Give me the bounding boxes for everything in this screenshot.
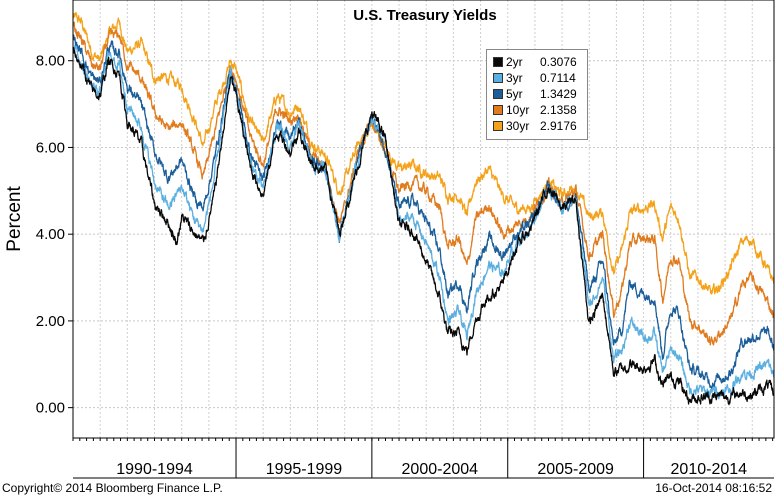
legend-swatch [493, 105, 503, 115]
x-period-label: 2010-2014 [671, 461, 748, 478]
y-tick-label: 2.00 [36, 313, 65, 330]
legend-series-value: 2.9176 [540, 119, 577, 133]
legend-series-value: 0.3076 [540, 55, 577, 69]
chart-title: U.S. Treasury Yields [353, 7, 496, 24]
series-line-5yr [72, 34, 775, 391]
legend-item-10yr: 10yr 2.1358 [493, 102, 587, 118]
axis-layer: 0.00 2.00 4.00 6.00 8.00 1990-1994 1995-1999 20… [36, 53, 774, 479]
x-period-label: 1990-1994 [116, 461, 193, 478]
legend-swatch [493, 89, 503, 99]
legend-item-5yr: 5yr 1.3429 [493, 86, 587, 102]
plot-frame [72, 0, 775, 439]
legend: 2yr 0.3076 3yr 0.7114 5yr 1.3429 10yr 2.1358 30y… [486, 49, 588, 140]
legend-series-name: 2yr [506, 55, 523, 69]
grid [73, 0, 774, 438]
y-tick-label: 6.00 [36, 139, 65, 156]
legend-series-value: 0.7114 [540, 71, 576, 85]
x-period-label: 1995-1999 [266, 461, 343, 478]
legend-series-name: 30yr [506, 119, 530, 133]
legend-series-value: 1.3429 [540, 87, 577, 101]
series-line-30yr [72, 11, 775, 295]
legend-item-3yr: 3yr 0.7114 [493, 70, 587, 86]
y-axis-label: Percent [4, 186, 25, 252]
copyright-text: Copyright© 2014 Bloomberg Finance L.P. [2, 481, 223, 495]
series-line-10yr [72, 21, 775, 346]
legend-series-name: 5yr [506, 87, 523, 101]
legend-item-30yr: 30yr 2.9176 [493, 118, 587, 134]
x-period-label: 2005-2009 [537, 461, 614, 478]
legend-swatch [493, 57, 503, 67]
x-period-label: 2000-2004 [402, 461, 479, 478]
y-tick-label: 4.00 [36, 226, 65, 243]
legend-item-2yr: 2yr 0.3076 [493, 54, 587, 70]
series-line-3yr [72, 45, 775, 400]
legend-series-name: 10yr [506, 103, 530, 117]
legend-swatch [493, 73, 503, 83]
legend-swatch [493, 121, 503, 131]
legend-series-value: 2.1358 [540, 103, 577, 117]
y-tick-label: 0.00 [36, 400, 65, 417]
legend-series-name: 3yr [506, 71, 523, 85]
y-tick-label: 8.00 [36, 53, 65, 70]
timestamp-text: 16-Oct-2014 08:16:52 [655, 481, 772, 495]
series-layer [72, 11, 775, 406]
series-line-2yr [72, 46, 775, 406]
